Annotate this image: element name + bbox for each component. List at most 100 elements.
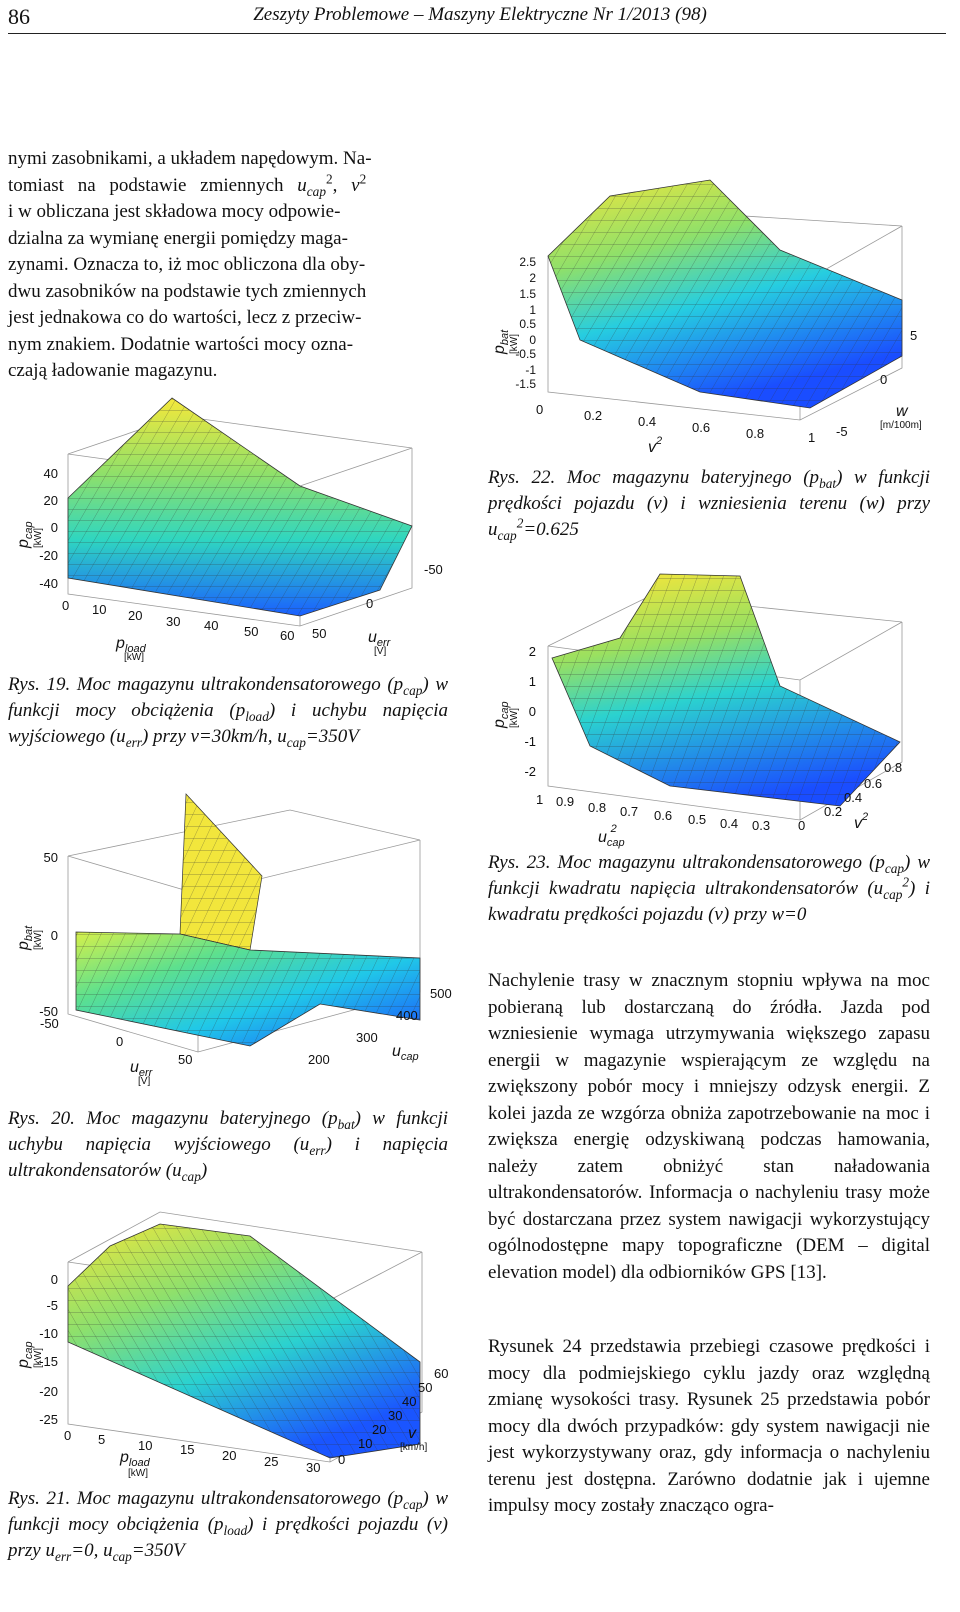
z-ticks: 50 0 -50 <box>39 850 58 1019</box>
c-tick: 400 <box>396 1008 418 1023</box>
u-tick: 0.7 <box>620 804 638 819</box>
z-axis-label: pcap [kW] <box>15 1341 44 1369</box>
z-tick: -1.5 <box>515 377 536 391</box>
svg-text:pload: pload <box>119 1449 151 1469</box>
figure-21-surface-plot: 0 -5 -10 -15 -20 -25 0 5 10 15 20 25 30 … <box>0 1192 470 1484</box>
page-header: 86 Zeszyty Problemowe – Maszyny Elektryc… <box>0 0 960 40</box>
v-tick: 0.2 <box>824 804 842 819</box>
z-tick: 0 <box>529 333 536 347</box>
y-ticks: 50 0 -50 <box>312 562 443 641</box>
y-tick: -50 <box>424 562 443 577</box>
z-tick: 2 <box>529 271 536 285</box>
z-tick: 2.5 <box>519 255 536 269</box>
svg-text:[kW]: [kW] <box>33 930 44 950</box>
x-ticks: 0 5 10 15 20 25 30 <box>64 1428 320 1475</box>
svg-text:[kW]: [kW] <box>33 1348 44 1368</box>
svg-text:ucap2: ucap2 <box>598 823 625 849</box>
svg-text:pbat: pbat <box>491 329 511 355</box>
intro-line: nym znakiem. Dodatnie wartości mocy ozna… <box>8 333 354 355</box>
svg-text:v2: v2 <box>648 435 662 456</box>
y-tick: 0 <box>366 596 373 611</box>
z-tick: 20 <box>44 493 58 508</box>
svg-text:v2: v2 <box>854 811 868 832</box>
intro-line: i w obliczana jest składowa mocy odpowie… <box>8 201 341 222</box>
x-tick: 30 <box>166 614 180 629</box>
intro-line: nymi zasobnikami, a układem napędowym. N… <box>8 148 372 169</box>
x-tick: 0.4 <box>638 414 656 429</box>
z-ticks: 40 20 0 -20 -40 <box>39 466 58 591</box>
svg-text:[kW]: [kW] <box>509 708 520 728</box>
x-tick: 0.6 <box>692 420 710 435</box>
u-tick: 0.3 <box>752 818 770 833</box>
w-axis-label: w [m/100m] <box>880 403 922 431</box>
z-tick: 0.5 <box>519 317 536 331</box>
body-paragraph-2: Rysunek 24 przedstawia przebiegi czasowe… <box>488 1336 930 1516</box>
x-tick: 0.8 <box>746 426 764 441</box>
v-ticks: 0 10 20 30 40 50 60 <box>338 1366 448 1467</box>
x-ticks: 0 10 20 30 40 50 60 <box>62 598 294 643</box>
z-tick: -1 <box>524 734 536 749</box>
u-tick: 0.8 <box>588 800 606 815</box>
z-tick: -15 <box>39 1354 58 1369</box>
x-tick: 5 <box>98 1432 105 1447</box>
figure-23-surface-plot: 2 1 0 -1 -2 1 0.9 0.8 0.7 0.6 0.5 0.4 0.… <box>480 566 950 856</box>
journal-title: Zeszyty Problemowe – Maszyny Elektryczne… <box>253 4 707 25</box>
svg-text:pcap: pcap <box>491 701 511 729</box>
w-tick: 5 <box>910 328 917 343</box>
c-axis-label: ucap <box>392 1043 419 1063</box>
svg-text:pbat: pbat <box>15 925 35 951</box>
v-axis-label: v [km/h] <box>400 1425 427 1453</box>
x-axis-label: pload [kW] <box>119 1449 151 1479</box>
z-tick: -1 <box>525 363 536 377</box>
x-tick: 15 <box>180 1442 194 1457</box>
x-tick: 20 <box>128 608 142 623</box>
z-tick: -40 <box>39 576 58 591</box>
svg-text:w: w <box>896 403 909 420</box>
u-tick: -50 <box>40 1016 59 1031</box>
x-axis-label: pload [kW] <box>115 635 147 663</box>
figure-23-caption: Rys. 23. Moc magazynu ultrakondensatorow… <box>488 852 931 925</box>
c-tick: 500 <box>430 986 452 1001</box>
plot-box <box>67 809 421 1053</box>
svg-text:[kW]: [kW] <box>509 334 520 354</box>
v-axis-label: v2 <box>854 811 868 832</box>
z-tick: -25 <box>39 1412 58 1427</box>
svg-text:[kW]: [kW] <box>124 652 144 663</box>
svg-text:[V]: [V] <box>374 646 386 657</box>
intro-line: czają ładowanie magazynu. <box>8 360 218 381</box>
c-ticks: 200 300 400 500 <box>308 986 452 1067</box>
v-tick: 20 <box>372 1422 386 1437</box>
z-tick: -5 <box>46 1298 58 1313</box>
z-ticks: 2.5 2 1.5 1 0.5 0 -0.5 -1 -1.5 <box>515 255 536 391</box>
x-tick: 1 <box>808 430 815 445</box>
z-axis-label: pbat [kW] <box>15 925 44 951</box>
v-ticks: 0 0.2 0.4 0.6 0.8 <box>798 760 902 833</box>
x-tick: 10 <box>92 602 106 617</box>
svg-text:v: v <box>408 1425 417 1442</box>
z-tick: 0 <box>51 520 58 535</box>
x-tick: 25 <box>264 1454 278 1469</box>
z-tick: -0.5 <box>515 347 536 361</box>
v-tick: 0.8 <box>884 760 902 775</box>
z-tick: 50 <box>44 850 58 865</box>
svg-text:[m/100m]: [m/100m] <box>880 420 922 431</box>
intro-line: dwu zasobników na podstawie tych zmienny… <box>8 280 367 302</box>
x-ticks: 0 0.2 0.4 0.6 0.8 1 <box>536 402 815 445</box>
v-tick: 30 <box>388 1408 402 1423</box>
w-tick: -5 <box>836 424 848 439</box>
v-tick: 0.6 <box>864 776 882 791</box>
c-tick: 200 <box>308 1052 330 1067</box>
svg-text:[km/h]: [km/h] <box>400 1442 427 1453</box>
intro-line: dzialna za wymianę energii pomiędzy maga… <box>8 227 348 249</box>
u-axis-label: uerr [V] <box>130 1059 154 1087</box>
x-tick: 10 <box>138 1438 152 1453</box>
u-tick: 0.5 <box>688 812 706 827</box>
svg-text:pload: pload <box>115 635 147 655</box>
x-tick: 0 <box>536 402 543 417</box>
figure-20-surface-plot: 50 0 -50 -50 0 50 200 300 400 500 pbat [… <box>0 790 470 1100</box>
z-tick: 0 <box>51 928 58 943</box>
z-tick: 1 <box>529 674 536 689</box>
x-tick: 50 <box>244 624 258 639</box>
svg-text:[kW]: [kW] <box>128 1468 148 1479</box>
v-tick: 0 <box>338 1452 345 1467</box>
